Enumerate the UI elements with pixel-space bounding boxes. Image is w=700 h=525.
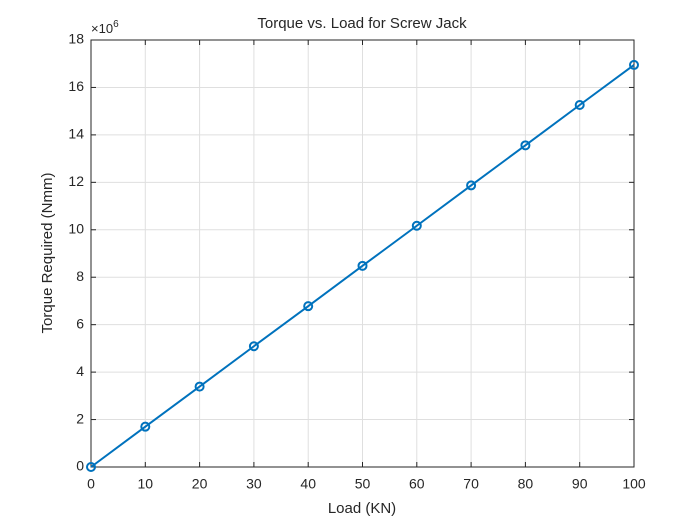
y-tick-label: 6 xyxy=(76,315,84,331)
x-tick-label: 70 xyxy=(463,476,479,492)
x-tick-label: 10 xyxy=(138,476,154,492)
y-tick-label: 16 xyxy=(68,78,84,94)
y-multiplier: ×106 xyxy=(91,19,119,37)
y-multiplier-base: ×10 xyxy=(91,21,113,36)
y-tick-label: 0 xyxy=(76,458,84,474)
x-tick-label: 80 xyxy=(518,476,534,492)
marker xyxy=(411,220,422,231)
chart-title: Torque vs. Load for Screw Jack xyxy=(257,15,467,32)
marker xyxy=(574,99,585,110)
plot-frame xyxy=(90,39,635,468)
line xyxy=(90,64,635,468)
x-tick-label: 60 xyxy=(409,476,425,492)
x-axis-label: Load (KN) xyxy=(328,500,396,517)
y-axis-label: Torque Required (Nmm) xyxy=(39,173,56,334)
x-tick-label: 90 xyxy=(572,476,588,492)
y-tick-label: 8 xyxy=(76,268,84,284)
x-tick-label: 0 xyxy=(87,476,95,492)
y-tick-label: 12 xyxy=(68,173,84,189)
marker xyxy=(629,59,639,70)
y-tick-label: 14 xyxy=(68,126,84,142)
marker xyxy=(520,140,531,151)
marker xyxy=(466,180,477,191)
x-tick-label: 30 xyxy=(246,476,262,492)
marker xyxy=(86,462,96,472)
marker xyxy=(140,421,151,432)
x-tick-label: 50 xyxy=(355,476,371,492)
x-tick-label: 20 xyxy=(192,476,208,492)
y-multiplier-exponent: 6 xyxy=(113,19,119,30)
marker xyxy=(303,301,314,312)
x-tick-label: 100 xyxy=(622,476,646,492)
marker xyxy=(357,260,368,271)
y-tick-label: 4 xyxy=(76,363,84,379)
x-tick-label: 40 xyxy=(300,476,316,492)
marker xyxy=(248,341,259,352)
y-tick-label: 2 xyxy=(76,410,84,426)
y-tick-label: 10 xyxy=(68,220,84,236)
y-tick-label: 18 xyxy=(68,31,84,47)
marker xyxy=(194,381,205,392)
